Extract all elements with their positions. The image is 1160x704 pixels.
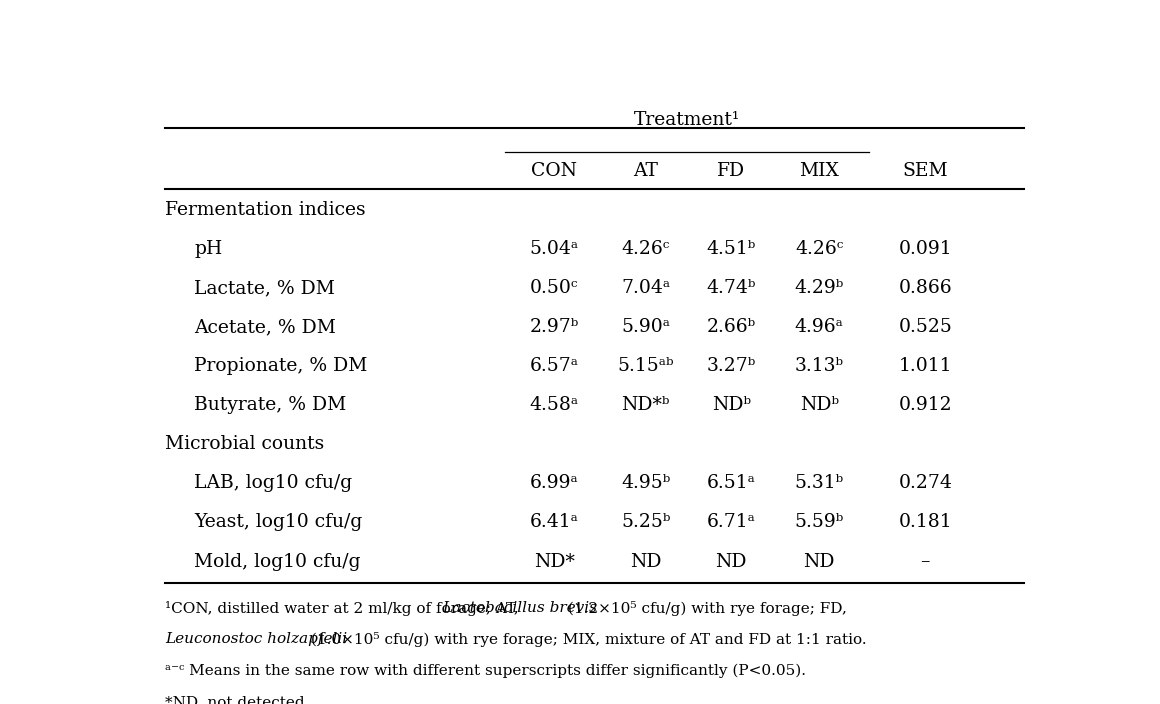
Text: 4.26ᶜ: 4.26ᶜ [795, 240, 843, 258]
Text: FD: FD [717, 162, 745, 180]
Text: 6.99ᵃ: 6.99ᵃ [530, 474, 579, 493]
Text: Mold, log10 cfu/g: Mold, log10 cfu/g [195, 553, 361, 570]
Text: ᵃ⁻ᶜ Means in the same row with different superscripts differ significantly (P<0.: ᵃ⁻ᶜ Means in the same row with different… [165, 663, 806, 678]
Text: NDᵇ: NDᵇ [799, 396, 839, 415]
Text: 0.50ᶜ: 0.50ᶜ [530, 279, 578, 297]
Text: 0.091: 0.091 [899, 240, 952, 258]
Text: 5.04ᵃ: 5.04ᵃ [529, 240, 579, 258]
Text: 1.011: 1.011 [899, 358, 952, 375]
Text: CON: CON [531, 162, 577, 180]
Text: 6.51ᵃ: 6.51ᵃ [706, 474, 755, 493]
Text: 0.525: 0.525 [898, 318, 952, 337]
Text: pH: pH [195, 240, 223, 258]
Text: 3.27ᵇ: 3.27ᵇ [706, 358, 756, 375]
Text: 4.29ᵇ: 4.29ᵇ [795, 279, 843, 297]
Text: Yeast, log10 cfu/g: Yeast, log10 cfu/g [195, 513, 363, 532]
Text: 4.95ᵇ: 4.95ᵇ [621, 474, 670, 493]
Text: Fermentation indices: Fermentation indices [165, 201, 365, 219]
Text: 0.181: 0.181 [899, 513, 952, 532]
Text: 0.912: 0.912 [899, 396, 952, 415]
Text: 5.59ᵇ: 5.59ᵇ [795, 513, 843, 532]
Text: Lactate, % DM: Lactate, % DM [195, 279, 335, 297]
Text: MIX: MIX [799, 162, 839, 180]
Text: ND: ND [716, 553, 747, 570]
Text: 5.31ᵇ: 5.31ᵇ [795, 474, 843, 493]
Text: ND: ND [630, 553, 661, 570]
Text: Lactobacillus brevis: Lactobacillus brevis [443, 601, 597, 615]
Text: Leuconostoc holzapfelii: Leuconostoc holzapfelii [165, 632, 347, 646]
Text: 0.866: 0.866 [899, 279, 952, 297]
Text: Microbial counts: Microbial counts [165, 435, 324, 453]
Text: –: – [921, 553, 930, 570]
Text: 0.274: 0.274 [898, 474, 952, 493]
Text: Treatment¹: Treatment¹ [633, 111, 740, 129]
Text: Propionate, % DM: Propionate, % DM [195, 358, 368, 375]
Text: 4.26ᶜ: 4.26ᶜ [622, 240, 669, 258]
Text: 6.41ᵃ: 6.41ᵃ [530, 513, 579, 532]
Text: 4.96ᵃ: 4.96ᵃ [795, 318, 843, 337]
Text: NDᵇ: NDᵇ [711, 396, 751, 415]
Text: 4.58ᵃ: 4.58ᵃ [529, 396, 579, 415]
Text: *ND, not detected.: *ND, not detected. [165, 695, 310, 704]
Text: 2.66ᵇ: 2.66ᵇ [706, 318, 755, 337]
Text: (1.2×10⁵ cfu/g) with rye forage; FD,: (1.2×10⁵ cfu/g) with rye forage; FD, [563, 601, 847, 615]
Text: ¹CON, distilled water at 2 ml/kg of forage; AT,: ¹CON, distilled water at 2 ml/kg of fora… [165, 601, 523, 615]
Text: ND*: ND* [534, 553, 574, 570]
Text: AT: AT [633, 162, 658, 180]
Text: 4.74ᵇ: 4.74ᵇ [706, 279, 756, 297]
Text: 2.97ᵇ: 2.97ᵇ [529, 318, 579, 337]
Text: Butyrate, % DM: Butyrate, % DM [195, 396, 347, 415]
Text: Acetate, % DM: Acetate, % DM [195, 318, 336, 337]
Text: SEM: SEM [902, 162, 948, 180]
Text: 6.71ᵃ: 6.71ᵃ [706, 513, 755, 532]
Text: 7.04ᵃ: 7.04ᵃ [622, 279, 670, 297]
Text: LAB, log10 cfu/g: LAB, log10 cfu/g [195, 474, 353, 493]
Text: 5.90ᵃ: 5.90ᵃ [622, 318, 670, 337]
Text: 5.25ᵇ: 5.25ᵇ [621, 513, 670, 532]
Text: 3.13ᵇ: 3.13ᵇ [795, 358, 843, 375]
Text: 4.51ᵇ: 4.51ᵇ [706, 240, 756, 258]
Text: ND*ᵇ: ND*ᵇ [622, 396, 670, 415]
Text: ND: ND [804, 553, 835, 570]
Text: 6.57ᵃ: 6.57ᵃ [530, 358, 579, 375]
Text: 5.15ᵃᵇ: 5.15ᵃᵇ [617, 358, 674, 375]
Text: (1.0×10⁵ cfu/g) with rye forage; MIX, mixture of AT and FD at 1:1 ratio.: (1.0×10⁵ cfu/g) with rye forage; MIX, mi… [306, 632, 867, 647]
